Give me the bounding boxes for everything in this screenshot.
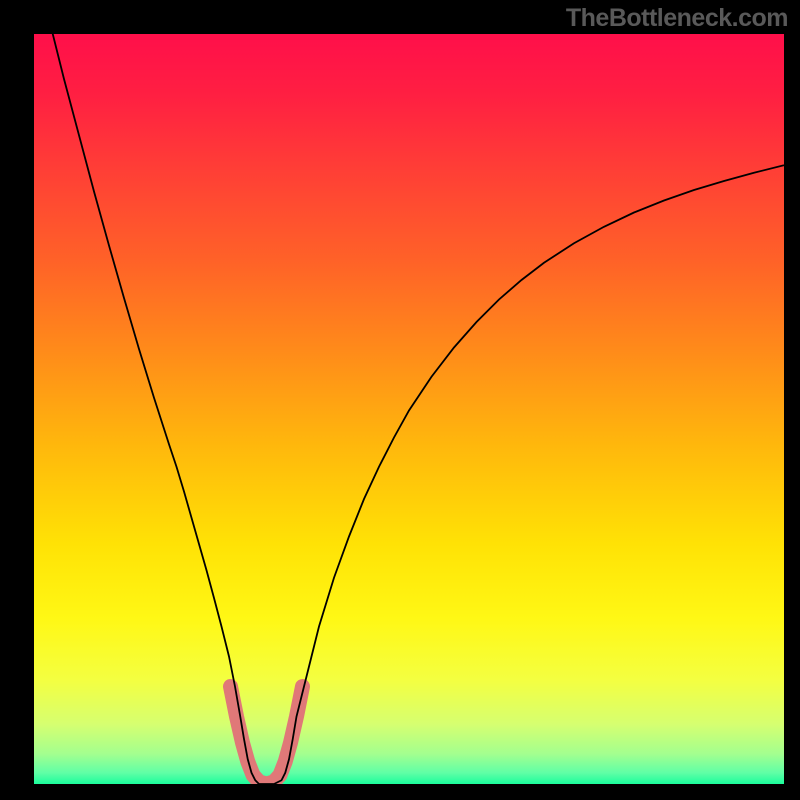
bottleneck-chart bbox=[0, 0, 800, 800]
attribution-label: TheBottleneck.com bbox=[566, 4, 788, 33]
chart-frame: TheBottleneck.com bbox=[0, 0, 800, 800]
